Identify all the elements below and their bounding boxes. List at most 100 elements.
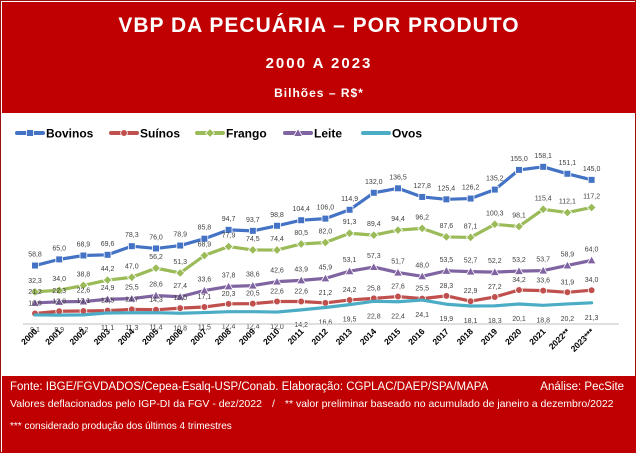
data-label-bovinos-2016: 127,8 [413,183,431,190]
point-suinos-2015 [394,292,402,301]
legend-item-leite: Leite [283,127,342,141]
series-frango [30,202,597,297]
data-label-bovinos-2000: 58,8 [28,252,42,259]
point-leite-2006 [175,291,186,301]
data-label-suinos-2017: 28,3 [440,283,454,290]
point-suinos-2017 [442,292,451,300]
data-label-bovinos-2004: 78,3 [125,232,139,239]
point-suinos-2013 [345,296,354,304]
data-label-frango-2014: 89,4 [367,221,381,228]
footer-notes-line: Valores deflacionados pelo IGP-DI da FGV… [10,398,614,410]
data-label-suinos-2016: 25,5 [415,286,429,293]
data-label-suinos-2008: 20,3 [222,291,236,298]
data-label-ovos-2007: 11,5 [198,325,211,332]
data-label-suinos-2018: 22,9 [464,288,478,295]
data-label-leite-2003: 24,9 [101,285,115,292]
data-label-leite-2022: 58,9 [561,251,575,258]
data-label-frango-2005: 56,2 [149,254,163,261]
data-label-suinos-2009: 20,5 [246,291,260,298]
point-frango-2020 [514,221,524,232]
data-label-bovinos-2020: 155,0 [510,156,528,163]
point-suinos-2022 [563,288,572,297]
x-tick-labels: 2000 2001 2002 2003 2004 2005 2006 2007 2008 2009… [19,326,597,354]
point-frango-2009 [247,244,258,255]
data-label-bovinos-2003: 69,6 [101,241,115,248]
point-leite-2001 [54,296,65,306]
data-label-suinos-2023: 34,0 [585,277,599,284]
point-suinos-2020 [515,286,523,294]
series-layer [29,163,597,318]
data-label-frango-2012: 82,0 [319,228,333,235]
footer-preliminary-note: ** valor preliminar baseado no acumulado… [284,398,614,410]
x-tick-2017: 2017 [430,326,451,347]
point-frango-2022 [562,207,573,218]
data-label-ovos-2011: 14,2 [294,322,308,329]
data-label-ovos-2004: 11,3 [125,325,138,332]
point-bovinos-2012 [321,214,330,223]
data-label-bovinos-2012: 106,0 [317,205,335,212]
point-leite-2016 [417,271,428,281]
data-label-ovos-2017: 19,9 [440,316,454,323]
data-label-bovinos-2011: 104,4 [292,206,310,213]
data-label-suinos-2012: 21,2 [319,290,333,297]
point-leite-2004 [126,293,137,303]
data-label-bovinos-2005: 76,0 [149,234,163,241]
data-label-bovinos-2023: 145,0 [583,166,601,173]
point-frango-2007 [199,250,210,261]
data-label-frango-2017: 87,6 [440,223,454,230]
x-tick-2023: 2023*** [569,326,597,354]
footer-separator: / [271,398,275,410]
point-suinos-2019 [490,293,499,301]
point-suinos-2023 [587,286,596,295]
x-tick-2021: 2021 [527,326,548,347]
data-label-leite-2017: 53,5 [440,257,454,264]
chart-units: Bilhões – R$* [274,86,364,100]
data-label-suinos-2011: 22,6 [294,289,308,296]
point-leite-2005 [150,290,162,300]
x-tick-2015: 2015 [382,326,403,347]
data-label-suinos-2019: 27,2 [488,284,502,291]
footer-deflation-note: Valores deflacionados pelo IGP-DI da FGV… [10,398,262,410]
point-leite-2008 [223,281,234,291]
data-label-suinos-2010: 22,6 [270,289,284,296]
data-label-ovos-2022: 20,2 [561,316,575,323]
data-label-bovinos-2008: 94,7 [222,216,236,223]
x-tick-2016: 2016 [406,326,427,347]
data-label-suinos-2000: 10,6 [28,300,42,307]
point-bovinos-2003 [103,251,112,259]
point-leite-2015 [392,267,404,277]
point-leite-2023 [586,255,597,265]
data-label-ovos-2013: 19,5 [343,317,357,324]
data-label-ovos-2016: 24,1 [415,312,429,319]
point-leite-2012 [320,273,331,283]
data-label-leite-2008: 37,8 [222,272,236,279]
point-suinos-2018 [466,297,475,306]
data-label-ovos-2002: 9,2 [79,327,89,334]
point-bovinos-2021 [539,163,547,171]
point-frango-2010 [272,245,282,256]
data-label-leite-2014: 57,3 [367,253,381,260]
point-frango-2001 [54,285,65,296]
point-frango-2014 [368,230,379,241]
point-leite-2009 [247,280,258,290]
x-tick-2014: 2014 [358,326,379,347]
legend-marker-leite [292,127,304,137]
point-leite-2018 [465,266,476,276]
series-leite [29,255,597,307]
data-label-frango-2023: 117,2 [583,193,600,200]
legend-item-suinos: Suínos [109,127,180,141]
point-suinos-2012 [321,299,330,307]
point-frango-2012 [320,237,331,248]
x-tick-2018: 2018 [455,326,476,347]
series-ovos [33,298,594,317]
data-label-leite-2023: 64,0 [585,246,599,253]
data-label-frango-2006: 51,3 [173,259,187,266]
data-label-suinos-2003: 13,5 [101,298,115,305]
data-label-leite-2010: 42,6 [270,268,284,275]
data-label-ovos-2008: 12,4 [222,324,236,331]
series-line-bovinos [33,165,594,268]
data-label-frango-2013: 91,3 [343,219,357,226]
legend: Bovinos Suínos Frango Leite Ovos [15,127,422,141]
point-bovinos-2022 [563,169,572,178]
